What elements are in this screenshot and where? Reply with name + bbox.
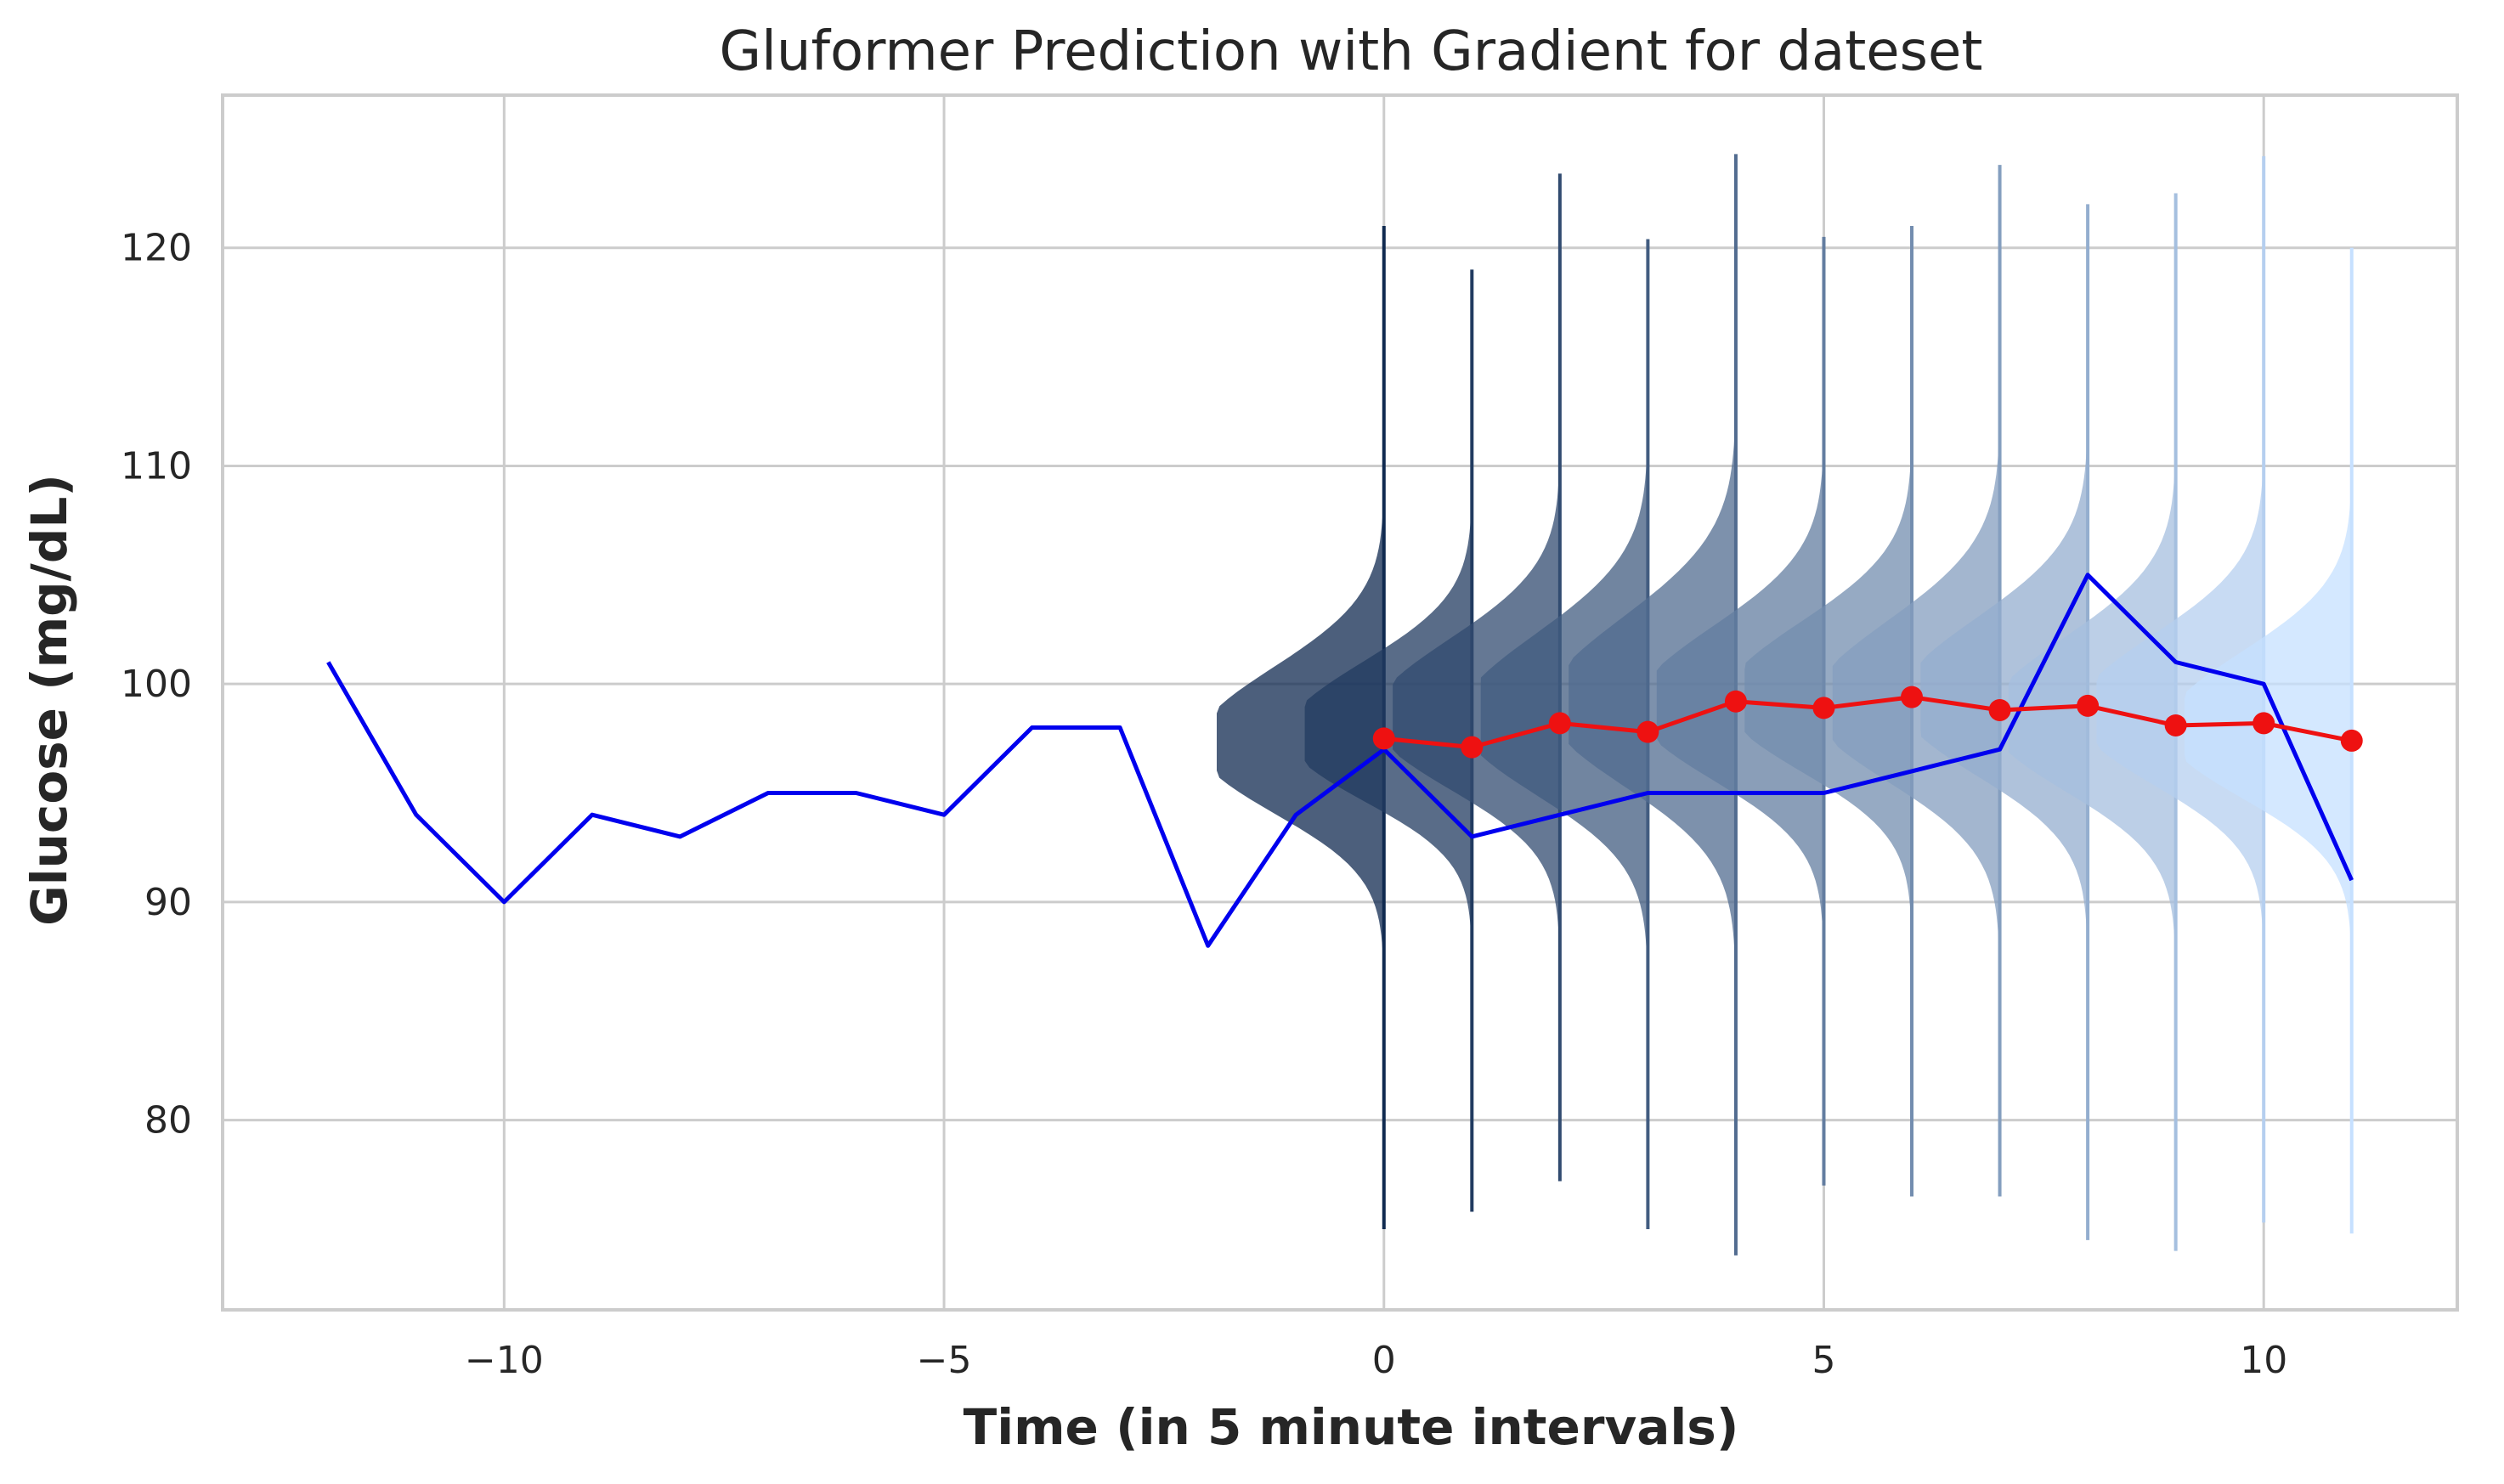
x-tick-label: −10 — [465, 1339, 544, 1382]
y-tick-label: 80 — [144, 1099, 192, 1143]
prediction-point — [2340, 729, 2363, 752]
prediction-distribution — [1920, 204, 2089, 1240]
prediction-distribution — [2096, 155, 2264, 1223]
prediction-point — [2164, 714, 2187, 736]
series-lines — [326, 573, 2354, 948]
prediction-point — [1461, 736, 1484, 759]
prediction-point — [1636, 720, 1659, 743]
x-axis-label: Time (in 5 minute intervals) — [964, 1398, 1739, 1456]
prediction-point — [1372, 727, 1395, 750]
x-tick-label: 5 — [1812, 1339, 1835, 1382]
actual-glucose-line — [326, 573, 2354, 948]
prediction-distribution — [1393, 173, 1560, 1182]
prediction-point — [1812, 697, 1835, 719]
prediction-point — [1901, 686, 1924, 708]
prediction-point — [1988, 698, 2011, 721]
y-tick-label: 90 — [144, 881, 192, 924]
y-tick-labels: 80 90 100 110 120 — [121, 227, 192, 1143]
chart-title: Gluformer Prediction with Gradient for d… — [720, 20, 1983, 83]
prediction-point — [1548, 712, 1571, 735]
x-tick-labels: −10 −5 0 5 10 — [465, 1339, 2287, 1382]
prediction-distribution — [1217, 226, 1384, 1230]
prediction-point — [1724, 690, 1747, 713]
prediction-points — [1372, 686, 2363, 759]
predicted-glucose-line — [1383, 695, 2353, 750]
prediction-point — [2077, 694, 2100, 717]
y-tick-label: 110 — [121, 444, 192, 488]
y-tick-label: 100 — [121, 663, 192, 706]
prediction-distribution — [2185, 247, 2352, 1234]
prediction-distribution — [1480, 239, 1648, 1230]
x-tick-label: 0 — [1372, 1339, 1396, 1382]
prediction-distribution — [2008, 193, 2176, 1251]
x-tick-label: 10 — [2240, 1339, 2287, 1382]
prediction-distribution — [1832, 165, 2000, 1197]
plot-frame — [221, 93, 2459, 1312]
y-axis-label: Glucose (mg/dL) — [20, 474, 78, 926]
prediction-point — [2252, 712, 2275, 735]
x-tick-label: −5 — [917, 1339, 972, 1382]
prediction-distribution — [1569, 154, 1736, 1255]
y-tick-label: 120 — [121, 227, 192, 270]
